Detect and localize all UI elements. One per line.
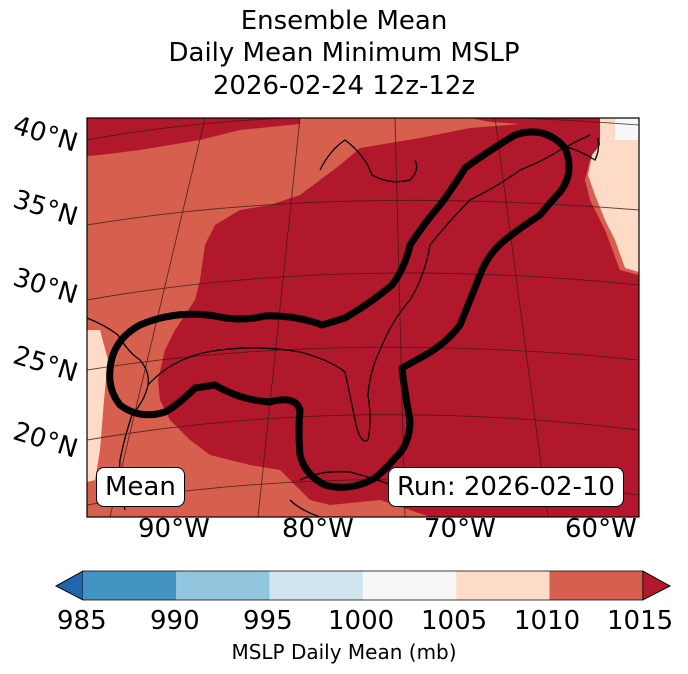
colorbar-bin-985-990 bbox=[83, 571, 177, 600]
run-label-box: Run: 2026-02-10 bbox=[388, 467, 624, 507]
title-line-2: Daily Mean Minimum MSLP bbox=[168, 38, 520, 68]
colorbar-under bbox=[55, 570, 84, 601]
colorbar-bin-995-1000 bbox=[269, 571, 363, 600]
lon-label-80w: 80°W bbox=[282, 514, 354, 544]
title-line-1: Ensemble Mean bbox=[240, 6, 448, 36]
fill-1000-1005-corner bbox=[615, 118, 639, 140]
colorbar-tick-1010: 1010 bbox=[514, 606, 581, 636]
colorbar-tick-1005: 1005 bbox=[421, 606, 488, 636]
colorbar-bin-1005-1010 bbox=[456, 571, 550, 600]
colorbar-label: MSLP Daily Mean (mb) bbox=[231, 640, 457, 664]
colorbar-bin-990-995 bbox=[176, 571, 270, 600]
lon-label-90w: 90°W bbox=[138, 514, 210, 544]
lon-label-70w: 70°W bbox=[424, 514, 496, 544]
colorbar-tick-985: 985 bbox=[57, 606, 107, 636]
colorbar bbox=[55, 570, 671, 601]
fill-1005-1010-northeast bbox=[588, 118, 639, 272]
colorbar-tick-995: 995 bbox=[243, 606, 293, 636]
mean-label-box: Mean bbox=[96, 467, 185, 507]
colorbar-tick-1000: 1000 bbox=[328, 606, 395, 636]
map-frame bbox=[86, 117, 640, 518]
colorbar-over bbox=[642, 570, 671, 601]
colorbar-bin-1010-1015 bbox=[549, 571, 643, 600]
mean-contour bbox=[106, 128, 573, 491]
colorbar-tick-990: 990 bbox=[150, 606, 200, 636]
colorbar-tick-1015: 1015 bbox=[607, 606, 674, 636]
lon-label-60w: 60°W bbox=[565, 514, 637, 544]
colorbar-bin-1000-1005 bbox=[362, 571, 457, 600]
fill-above-1015 bbox=[87, 118, 639, 517]
title-line-3: 2026-02-24 12z-12z bbox=[212, 71, 476, 101]
